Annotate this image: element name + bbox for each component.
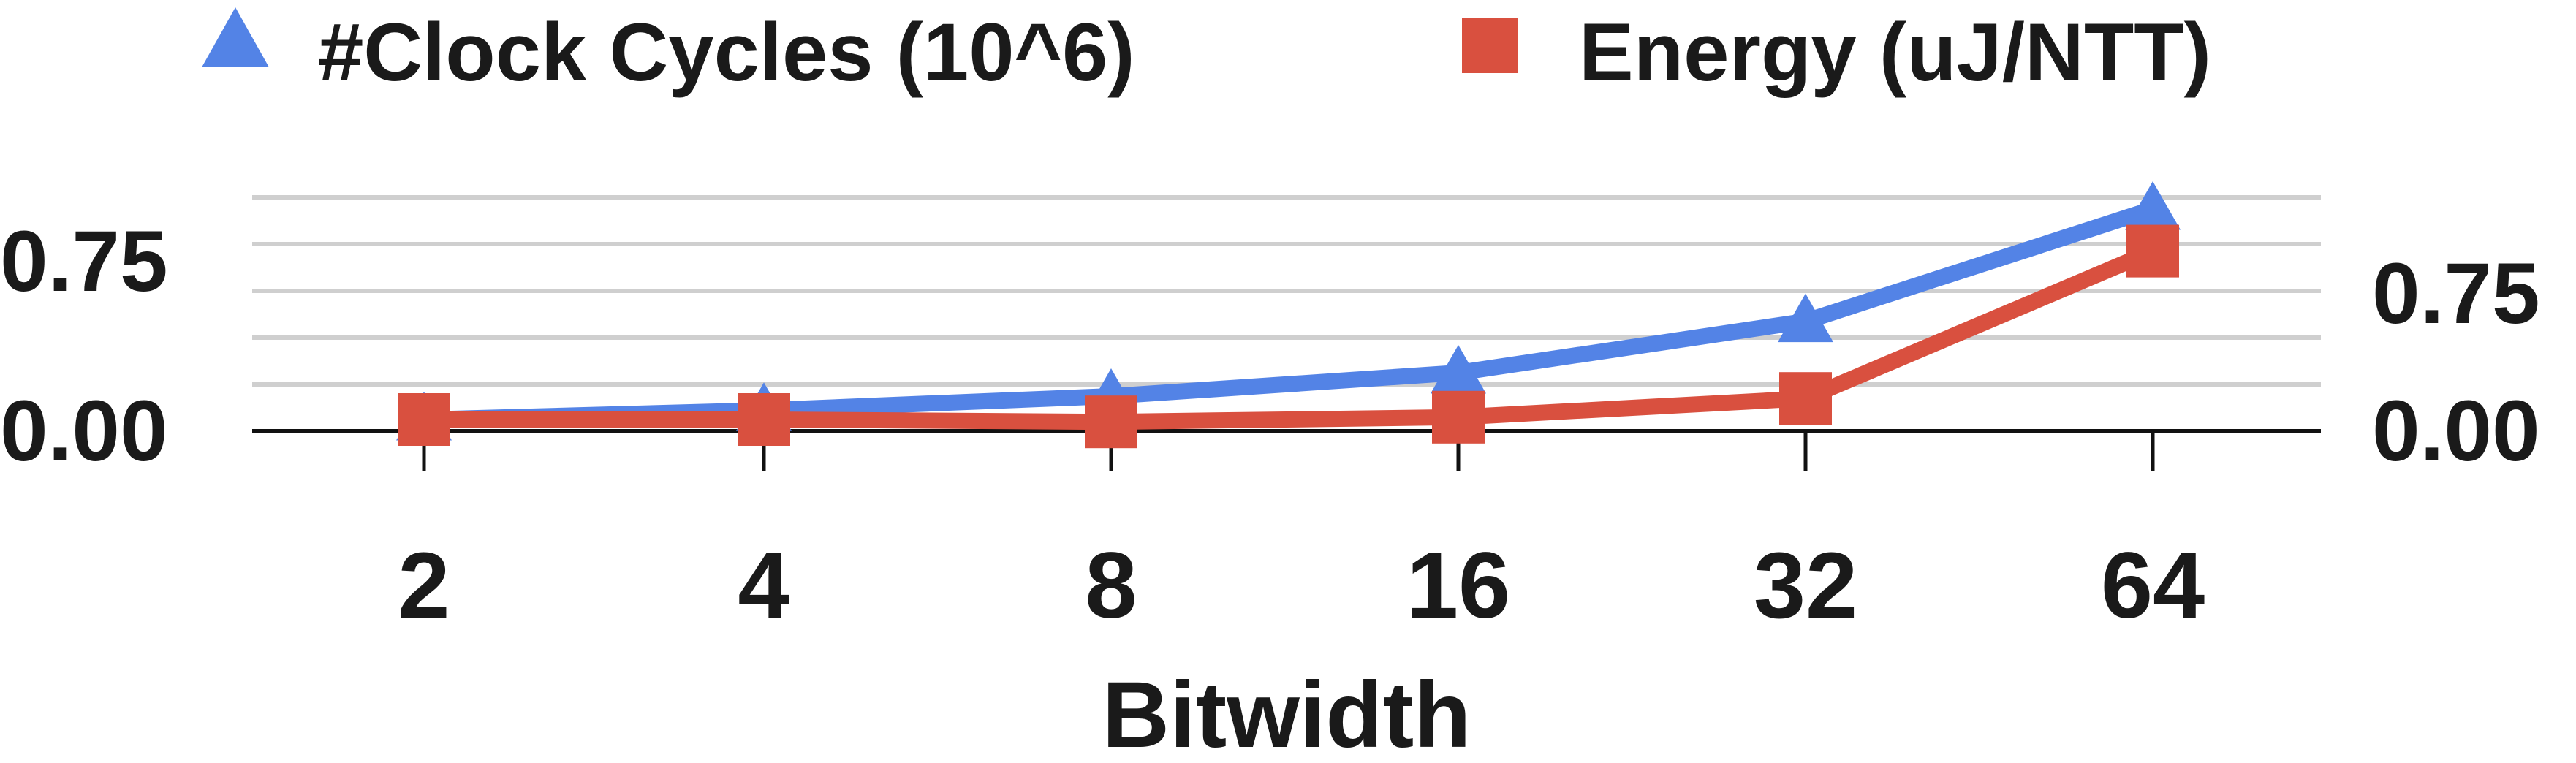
- series-point-square: [2126, 224, 2179, 278]
- x-category-label: 4: [738, 534, 789, 638]
- gridlines: [252, 195, 2321, 387]
- legend: #Clock Cycles (10^6) Energy (uJ/NTT): [202, 7, 2211, 98]
- right-tick-label-0.00: 0.00: [2372, 383, 2540, 479]
- x-axis-ticks: [422, 431, 2155, 471]
- series-point-square: [1432, 390, 1485, 444]
- series-point-square: [1779, 372, 1832, 425]
- legend-square-marker: [1462, 18, 1518, 73]
- series-point-triangle: [1431, 345, 1486, 394]
- x-category-label: 16: [1406, 534, 1510, 638]
- legend-triangle-marker: [202, 7, 269, 67]
- left-tick-label-0.00: 0.00: [0, 383, 168, 479]
- right-tick-label-0.75: 0.75: [2372, 246, 2540, 342]
- legend-label-clock-cycles: #Clock Cycles (10^6): [318, 7, 1135, 98]
- x-axis-category-labels: 2 4 8 16 32 64: [398, 534, 2205, 638]
- x-axis-title: Bitwidth: [1102, 663, 1471, 763]
- x-category-label: 32: [1754, 534, 1857, 638]
- series-point-square: [398, 393, 450, 446]
- series-line-1: [416, 243, 2161, 430]
- series-point-triangle: [1778, 293, 1833, 343]
- series-line-0: [416, 201, 2161, 428]
- x-category-label: 64: [2101, 534, 2205, 638]
- series-layer: [396, 181, 2181, 449]
- x-category-label: 2: [398, 534, 450, 638]
- series-point-square: [1085, 395, 1137, 449]
- x-category-label: 8: [1085, 534, 1137, 638]
- series-point-square: [738, 393, 790, 446]
- left-tick-label-0.75: 0.75: [0, 213, 168, 310]
- legend-label-energy: Energy (uJ/NTT): [1579, 7, 2211, 98]
- series-point-triangle: [2125, 181, 2181, 230]
